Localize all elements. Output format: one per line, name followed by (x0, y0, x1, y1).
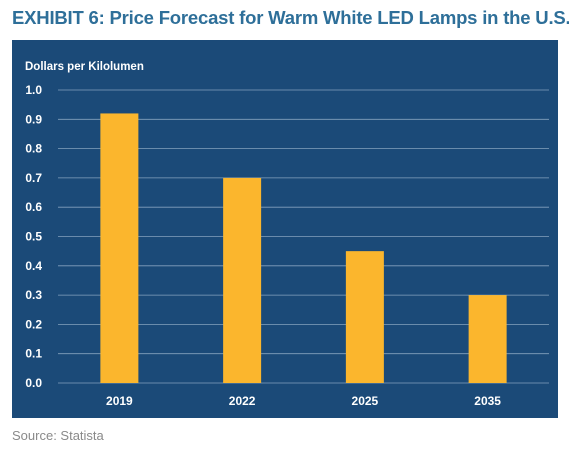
y-tick-label: 0.7 (25, 171, 42, 185)
source-note: Source: Statista (12, 428, 104, 443)
x-tick-label: 2025 (352, 394, 379, 408)
exhibit-title: EXHIBIT 6: Price Forecast for Warm White… (12, 7, 569, 28)
y-tick-label: 0.8 (25, 142, 42, 156)
bar-2025 (345, 251, 384, 383)
x-tick-label: 2019 (106, 394, 133, 408)
y-tick-label: 0.3 (25, 288, 42, 302)
gridlines (58, 89, 549, 384)
y-tick-label: 0.1 (25, 347, 42, 361)
y-tick-labels: 0.0 0.1 0.2 0.3 0.4 0.5 0.6 0.7 0.8 0.9 1.0 (25, 83, 42, 390)
bar-2019 (100, 113, 139, 383)
y-tick-label: 0.0 (25, 376, 42, 390)
y-tick-label: 0.9 (25, 112, 42, 126)
y-tick-label: 0.5 (25, 230, 42, 244)
y-tick-label: 1.0 (25, 83, 42, 97)
y-axis-label: Dollars per Kilolumen (25, 61, 144, 73)
bar-chart: Dollars per Kilolumen 0.0 0.1 0.2 0.3 0.4 0.5… (12, 40, 558, 418)
bars (100, 113, 507, 383)
chart-panel: Dollars per Kilolumen 0.0 0.1 0.2 0.3 0.4 0.5… (12, 40, 558, 418)
bar-2035 (468, 295, 507, 383)
x-tick-label: 2022 (229, 394, 256, 408)
x-tick-label: 2035 (474, 394, 501, 408)
y-tick-label: 0.6 (25, 200, 42, 214)
bar-2022 (223, 177, 262, 383)
y-tick-label: 0.2 (25, 317, 42, 331)
x-tick-labels: 2019 2022 2025 2035 (106, 394, 501, 408)
y-tick-label: 0.4 (25, 259, 42, 273)
